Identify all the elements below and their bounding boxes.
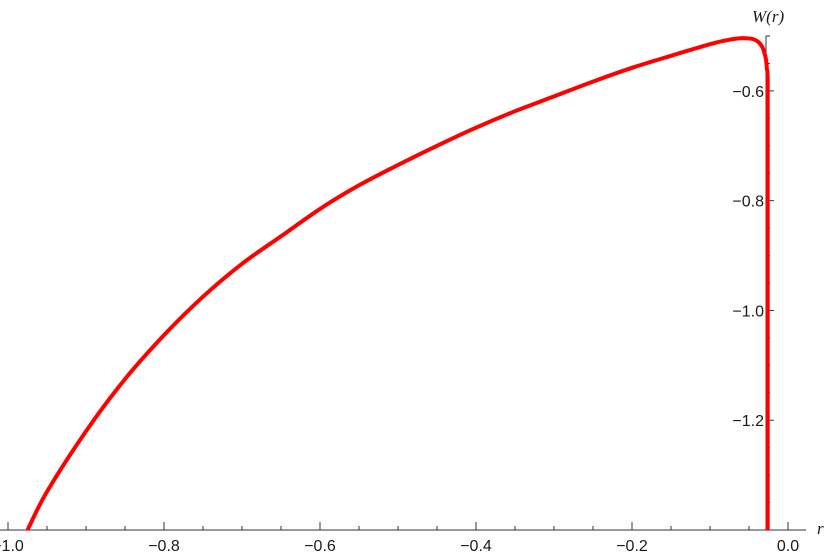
x-tick-label: −0.2 (616, 538, 648, 553)
x-tick-label: −0.4 (460, 538, 492, 553)
x-tick-label: 0.0 (777, 538, 799, 553)
series-line (25, 36, 770, 531)
y-tick-label: −1.2 (732, 413, 764, 430)
y-tick-label: −1.0 (732, 303, 764, 320)
y-tick-label: −0.6 (732, 84, 764, 101)
x-axis-title: r (817, 519, 824, 538)
x-tick-label: −1.0 (0, 538, 24, 553)
x-tick-label: −0.6 (304, 538, 336, 553)
x-tick-label: −0.8 (148, 538, 180, 553)
series-layer (25, 36, 770, 531)
x-axis-ticks: −1.0 −0.8 −0.6 −0.4 −0.2 0.0 (0, 522, 799, 553)
y-axis-title: W(r) (752, 7, 784, 26)
y-tick-label: −0.8 (732, 194, 764, 211)
